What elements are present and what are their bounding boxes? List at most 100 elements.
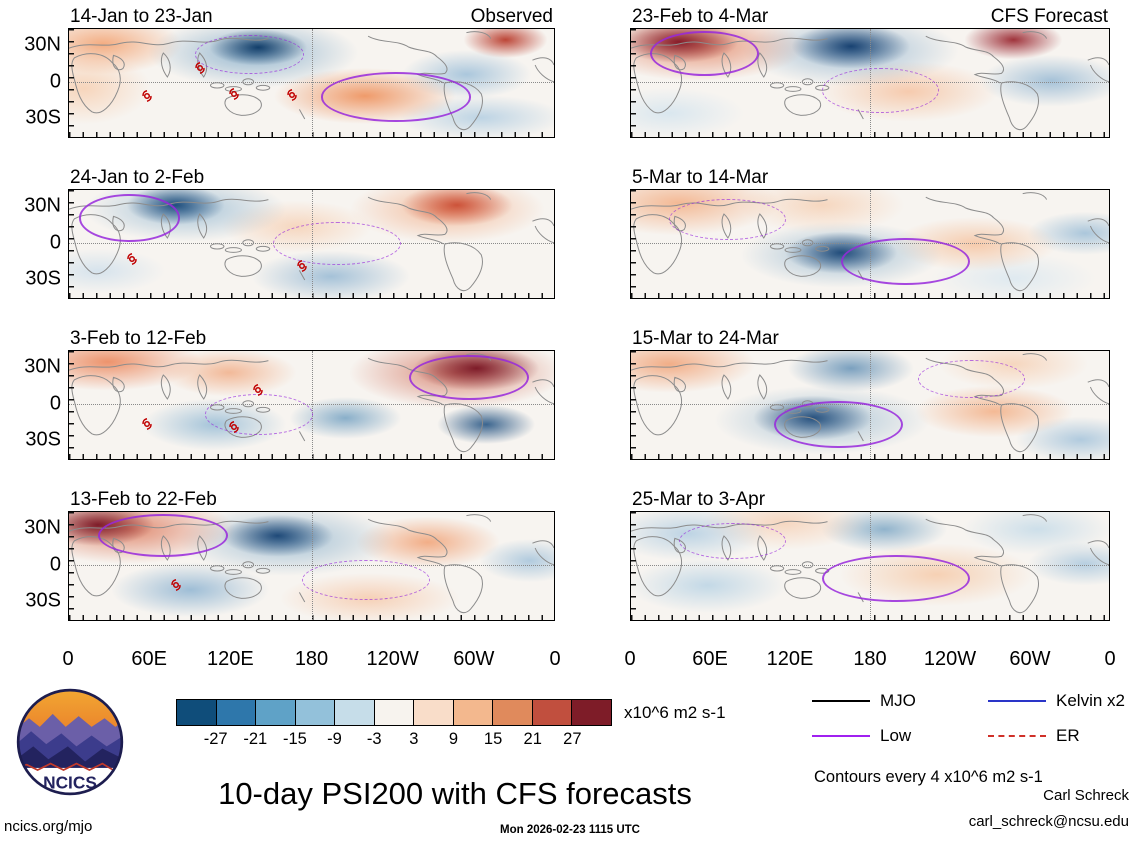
panel-group: 13-Feb to 22-Feb 30N 0 30S xyxy=(24,485,555,621)
panel-group: 24-Jan to 2-Feb 30N 0 30S xyxy=(24,163,555,299)
author-name: Carl Schreck xyxy=(1043,787,1129,804)
panel-group: 5-Mar to 14-Mar xyxy=(630,163,1110,299)
low-contour xyxy=(822,555,970,603)
y-tick-label: 30N xyxy=(24,355,61,378)
map-panel-forecast-1 xyxy=(630,28,1110,138)
y-tick-label: 30S xyxy=(25,589,61,612)
tropical-cyclone-icon xyxy=(252,383,265,396)
y-tick-label: 0 xyxy=(49,553,61,576)
low-contour xyxy=(841,237,970,285)
low-contour xyxy=(78,194,180,242)
x-tick-label: 0 xyxy=(62,648,74,670)
x-tick-label: 60W xyxy=(453,648,495,670)
map-panel-observed-2: 30N 0 30S xyxy=(24,189,555,299)
tropical-cyclone-icon xyxy=(227,420,240,433)
low-contour-dashed xyxy=(678,522,786,560)
y-tick-label: 0 xyxy=(49,392,61,415)
forecast-column: 23-Feb to 4-Mar CFS Forecast 5-Mar to 14… xyxy=(624,2,1115,678)
panel-group: 15-Mar to 24-Mar xyxy=(630,324,1110,460)
y-tick-label: 30S xyxy=(25,267,61,290)
y-tick-label: 30S xyxy=(25,428,61,451)
colorbar-cell xyxy=(414,700,454,725)
legend-item-kelvin: Kelvin x2 xyxy=(988,690,1135,712)
map-panel-forecast-4 xyxy=(630,511,1110,621)
x-tick-label: 180 xyxy=(853,648,887,670)
map-panel-forecast-2 xyxy=(630,189,1110,299)
dateline-gridline xyxy=(311,29,313,137)
map-panel-forecast-3 xyxy=(630,350,1110,460)
colorbar xyxy=(176,699,612,726)
y-tick-label: 30N xyxy=(24,33,61,56)
legend-item-low: Low xyxy=(812,725,988,747)
column-type-label: CFS Forecast xyxy=(990,6,1108,27)
column-type-label: Observed xyxy=(470,6,553,27)
low-contour xyxy=(650,31,760,77)
contour-note: Contours every 4 x10^6 m2 s-1 xyxy=(814,768,1043,786)
legend-item-er: ER xyxy=(988,725,1135,747)
x-tick-label: 0 xyxy=(549,648,561,670)
panel-title: 23-Feb to 4-Mar xyxy=(632,6,769,27)
panel-title: 3-Feb to 12-Feb xyxy=(70,328,207,349)
low-contour xyxy=(408,355,529,401)
panel-group: 25-Mar to 3-Apr xyxy=(630,485,1110,621)
ncics-logo: NCICS xyxy=(16,688,124,796)
tropical-cyclone-icon xyxy=(193,61,206,74)
low-contour-dashed xyxy=(204,394,314,436)
colorbar-tick-label: 15 xyxy=(483,730,503,748)
map-panel-observed-1: 30N 0 30S xyxy=(24,28,555,138)
x-axis-labels: 0 60E 120E 180 120W 60W 0 xyxy=(62,646,560,678)
colorbar-tick-label: 3 xyxy=(409,730,419,748)
x-tick-label: 120E xyxy=(766,648,814,670)
x-tick-label: 60E xyxy=(692,648,728,670)
low-line-sample xyxy=(812,735,870,737)
y-tick-label: 0 xyxy=(49,70,61,93)
tropical-cyclone-icon xyxy=(140,89,153,102)
low-contour xyxy=(774,400,903,448)
mjo-line-sample xyxy=(812,700,870,702)
y-tick-label: 0 xyxy=(49,231,61,254)
panel-group: 14-Jan to 23-Jan Observed 30N 0 30S xyxy=(24,2,555,138)
legend-label: Low xyxy=(880,726,912,745)
observed-column: 14-Jan to 23-Jan Observed 30N 0 30S 24-J… xyxy=(24,2,560,678)
colorbar-tick-label: 9 xyxy=(448,730,459,748)
x-tick-label: 60W xyxy=(1009,648,1051,670)
panel-title: 14-Jan to 23-Jan xyxy=(70,6,213,27)
colorbar-tick-label: -9 xyxy=(327,730,342,748)
colorbar-labels: -27 -21 -15 -9 -3 3 9 15 21 27 xyxy=(176,730,612,752)
x-tick-label: 120W xyxy=(923,648,977,670)
tropical-cyclone-icon xyxy=(227,87,240,100)
legend-label: Kelvin x2 xyxy=(1056,691,1125,710)
y-tick-label: 30N xyxy=(24,516,61,539)
tropical-cyclone-icon xyxy=(286,88,299,101)
colorbar-tick-label: 21 xyxy=(523,730,542,748)
tropical-cyclone-icon xyxy=(140,418,153,431)
timestamp: Mon 2026-02-23 1115 UTC xyxy=(500,824,640,836)
panel-title: 25-Mar to 3-Apr xyxy=(632,489,766,510)
tropical-cyclone-icon xyxy=(295,259,308,272)
colorbar-tick-label: 27 xyxy=(563,730,582,748)
legend-item-mjo: MJO xyxy=(812,690,988,712)
website-url: ncics.org/mjo xyxy=(4,818,93,835)
dateline-gridline xyxy=(311,351,313,459)
legend-label: MJO xyxy=(880,691,916,710)
er-line-sample xyxy=(988,735,1046,737)
legend-label: ER xyxy=(1056,726,1080,745)
x-tick-label: 0 xyxy=(1104,648,1116,670)
figure-title: 10-day PSI200 with CFS forecasts xyxy=(218,776,692,811)
x-tick-label: 120E xyxy=(206,648,254,670)
low-contour-dashed xyxy=(272,222,401,266)
colorbar-tick-label: -3 xyxy=(366,730,382,748)
panel-group: 3-Feb to 12-Feb 30N 0 30S xyxy=(24,324,555,460)
colorbar-units: x10^6 m2 s-1 xyxy=(624,703,726,722)
colorbar-cell xyxy=(493,700,533,725)
x-axis-labels: 0 60E 120E 180 120W 60W 0 xyxy=(624,646,1115,678)
colorbar-cell xyxy=(572,700,612,725)
colorbar-cell xyxy=(453,700,494,725)
logo-text: NCICS xyxy=(43,772,97,792)
low-contour-dashed xyxy=(195,35,304,75)
colorbar-cell xyxy=(335,700,375,725)
panel-title: 24-Jan to 2-Feb xyxy=(70,167,205,188)
colorbar-tick-label: -27 xyxy=(203,730,228,748)
colorbar-cell xyxy=(216,700,257,725)
panel-title: 5-Mar to 14-Mar xyxy=(632,167,769,188)
